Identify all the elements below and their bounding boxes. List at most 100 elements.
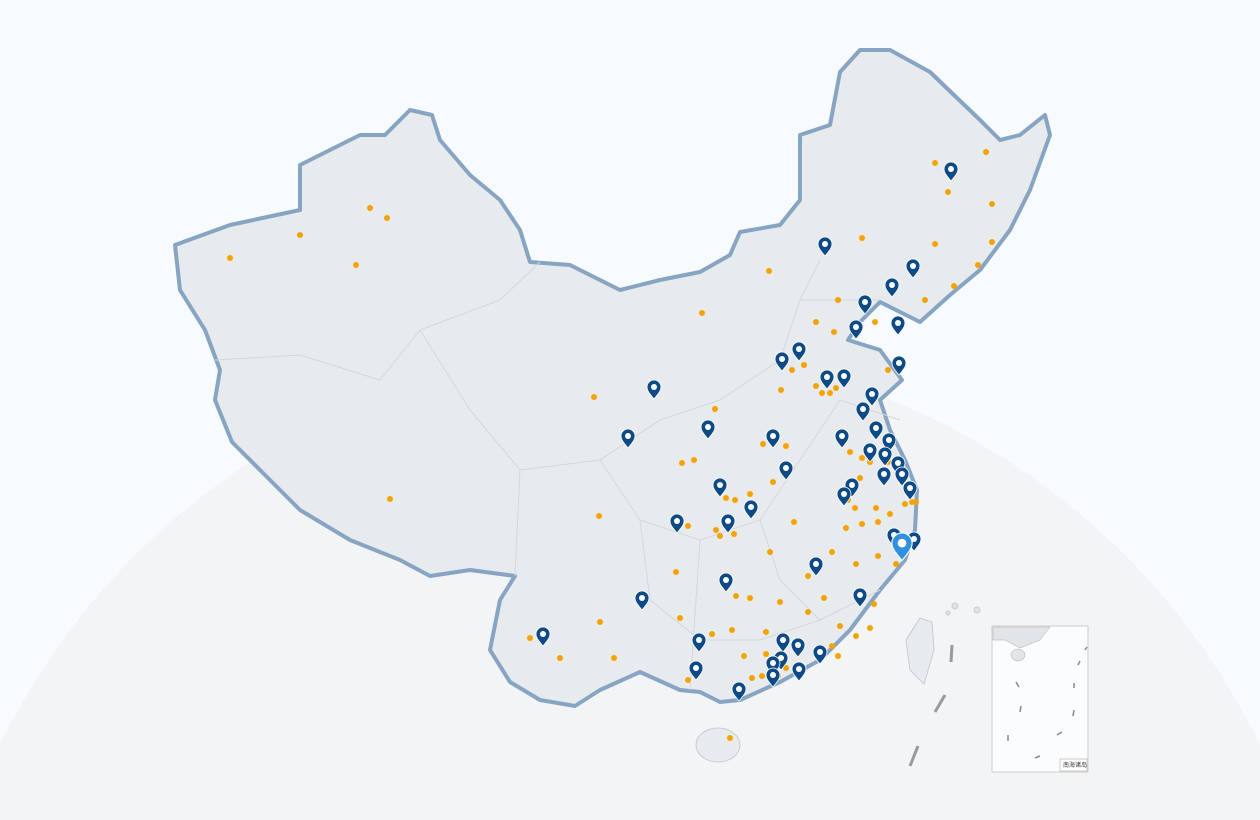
location-dot <box>732 497 738 503</box>
location-dot <box>767 549 773 555</box>
map-pin[interactable] <box>620 428 636 449</box>
pin-center <box>899 471 905 477</box>
map-pin[interactable] <box>812 644 828 665</box>
map-pin[interactable] <box>731 681 747 702</box>
pin-center <box>783 465 789 471</box>
location-dot <box>763 651 769 657</box>
location-dot <box>829 549 835 555</box>
map-pin[interactable] <box>700 419 716 440</box>
map-pin[interactable] <box>890 315 906 336</box>
map-pin[interactable] <box>877 446 893 467</box>
map-pin[interactable] <box>646 379 662 400</box>
map-pin[interactable] <box>775 632 791 653</box>
location-dot <box>843 525 849 531</box>
map-pin-highlighted[interactable] <box>891 532 913 562</box>
pin-center <box>779 356 785 362</box>
map-pin[interactable] <box>836 368 852 389</box>
map-pin[interactable] <box>634 590 650 611</box>
map-pin[interactable] <box>884 277 900 298</box>
map-pin[interactable] <box>848 319 864 340</box>
location-dot <box>741 653 747 659</box>
map-pin[interactable] <box>778 460 794 481</box>
pin-center <box>862 299 868 305</box>
map-pin[interactable] <box>817 236 833 257</box>
location-dot <box>227 255 233 261</box>
location-dot <box>777 599 783 605</box>
map-pin[interactable] <box>808 556 824 577</box>
pin-center <box>853 324 859 330</box>
location-dot <box>913 499 919 505</box>
map-pin[interactable] <box>876 466 892 487</box>
map-pin[interactable] <box>535 626 551 647</box>
location-dot <box>747 491 753 497</box>
pin-center <box>796 666 802 672</box>
map-pin[interactable] <box>720 513 736 534</box>
map-pin[interactable] <box>891 355 907 376</box>
pin-center <box>948 166 954 172</box>
map-pin[interactable] <box>791 661 807 682</box>
location-dot <box>837 623 843 629</box>
map-pin[interactable] <box>905 258 921 279</box>
pin-center <box>869 391 875 397</box>
map-pin[interactable] <box>852 587 868 608</box>
map-pin[interactable] <box>862 442 878 463</box>
pin-center <box>696 637 702 643</box>
pin-center <box>817 649 823 655</box>
map-pin[interactable] <box>669 513 685 534</box>
pin-center <box>674 518 680 524</box>
location-dot <box>945 189 951 195</box>
location-dot <box>859 521 865 527</box>
location-dot <box>885 367 891 373</box>
location-dot <box>766 268 772 274</box>
location-dot <box>789 367 795 373</box>
inset-label: 南海诸岛 <box>1063 761 1087 769</box>
map-pin[interactable] <box>943 161 959 182</box>
pin-center <box>895 460 901 466</box>
location-dot <box>679 460 685 466</box>
location-dot <box>859 235 865 241</box>
location-dots <box>227 149 995 741</box>
pin-center <box>717 482 723 488</box>
map-pin[interactable] <box>774 351 790 372</box>
location-dot <box>983 149 989 155</box>
location-dot <box>872 319 878 325</box>
map-pin[interactable] <box>834 428 850 449</box>
map-pin[interactable] <box>743 499 759 520</box>
map-pin[interactable] <box>864 386 880 407</box>
location-pins[interactable] <box>535 161 959 702</box>
location-dot <box>527 635 533 641</box>
map-pin[interactable] <box>791 341 807 362</box>
pin-center <box>897 538 907 548</box>
map-pin[interactable] <box>868 420 884 441</box>
location-dot <box>763 629 769 635</box>
map-pin[interactable] <box>857 294 873 315</box>
location-dot <box>871 601 877 607</box>
location-dot <box>805 573 811 579</box>
pin-center <box>882 451 888 457</box>
map-pin[interactable] <box>688 660 704 681</box>
map-pin[interactable] <box>712 477 728 498</box>
location-dot <box>387 496 393 502</box>
map-pin[interactable] <box>819 369 835 390</box>
location-dot <box>875 519 881 525</box>
map-pin[interactable] <box>902 480 918 501</box>
map-pin[interactable] <box>836 486 852 507</box>
location-dot <box>384 215 390 221</box>
island <box>951 602 959 610</box>
map-pin[interactable] <box>765 428 781 449</box>
pin-center <box>822 241 828 247</box>
map-pin[interactable] <box>718 572 734 593</box>
location-dot <box>778 387 784 393</box>
map-pin[interactable] <box>790 637 806 658</box>
map-pin[interactable] <box>894 466 910 487</box>
location-dot <box>685 523 691 529</box>
location-dot <box>887 511 893 517</box>
map-pin[interactable] <box>765 667 781 688</box>
pin-center <box>860 406 866 412</box>
location-dot <box>831 329 837 335</box>
location-dot <box>902 501 908 507</box>
map-pin[interactable] <box>855 401 871 422</box>
map-pin[interactable] <box>691 632 707 653</box>
location-dot <box>805 609 811 615</box>
